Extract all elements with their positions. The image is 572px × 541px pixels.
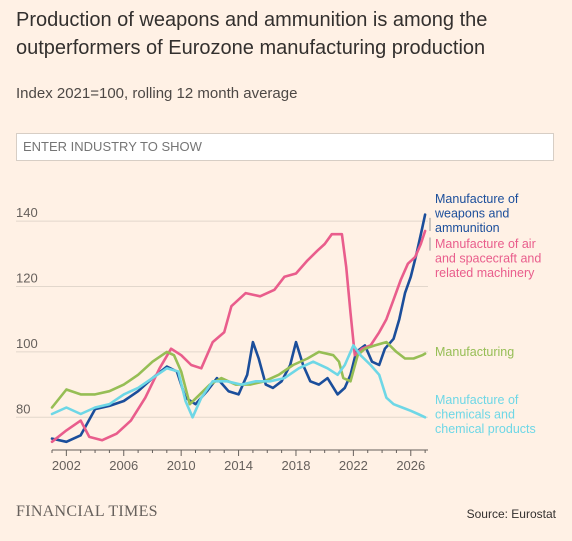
x-tick-label: 2018 [282, 458, 311, 473]
chart-subtitle: Index 2021=100, rolling 12 month average [16, 85, 298, 102]
x-tick-label: 2026 [396, 458, 425, 473]
x-tick-label: 2014 [224, 458, 253, 473]
y-tick-label: 120 [16, 271, 38, 286]
gridlines [16, 220, 428, 418]
series-label-line: Manufacture of [435, 192, 519, 206]
series-line-3 [50, 344, 427, 419]
series-label-line: ammunition [435, 221, 500, 235]
industry-search-input[interactable] [16, 133, 554, 161]
series-label-line: weapons and [434, 207, 509, 221]
series-label-line: chemicals and [435, 408, 515, 422]
series-label-line: related machinery [435, 266, 535, 280]
chart-title: Production of weapons and ammunition is … [16, 9, 488, 59]
x-tick-label: 2006 [109, 458, 138, 473]
series-label-1: Manufacture of air and spacecraft and rela… [435, 237, 541, 280]
series-line-1 [50, 229, 427, 444]
series-line-0 [50, 213, 427, 444]
y-tick-label: 100 [16, 336, 38, 351]
series-label-line: chemical products [435, 422, 536, 436]
y-tick-label: 80 [16, 401, 30, 416]
x-tick-label: 2010 [167, 458, 196, 473]
y-axis-ticks: 80 100 120 140 [16, 205, 38, 416]
series-label-line: and spacecraft and [435, 252, 541, 266]
ft-logo: FINANCIAL TIMES [16, 503, 158, 520]
series-label-line: Manufacture of air [435, 237, 536, 251]
series-label-line: Manufacturing [435, 345, 514, 359]
x-tick-label: 2022 [339, 458, 368, 473]
series-label-0: Manufacture of weapons and ammunition [434, 192, 519, 235]
series-label-2: Manufacturing [435, 345, 514, 359]
series-labels: Manufacture of weapons and ammunitionManuf… [429, 192, 541, 436]
series-label-3: Manufacture of chemicals and chemical prod… [435, 393, 536, 436]
source-note: Source: Eurostat [466, 507, 556, 521]
x-tick-label: 2002 [52, 458, 81, 473]
series-label-line: Manufacture of [435, 393, 519, 407]
series-lines [50, 213, 427, 444]
x-axis-ticks: 2002 2006 2010 2014 2018 2022 2026 [51, 449, 428, 473]
y-tick-label: 140 [16, 205, 38, 220]
